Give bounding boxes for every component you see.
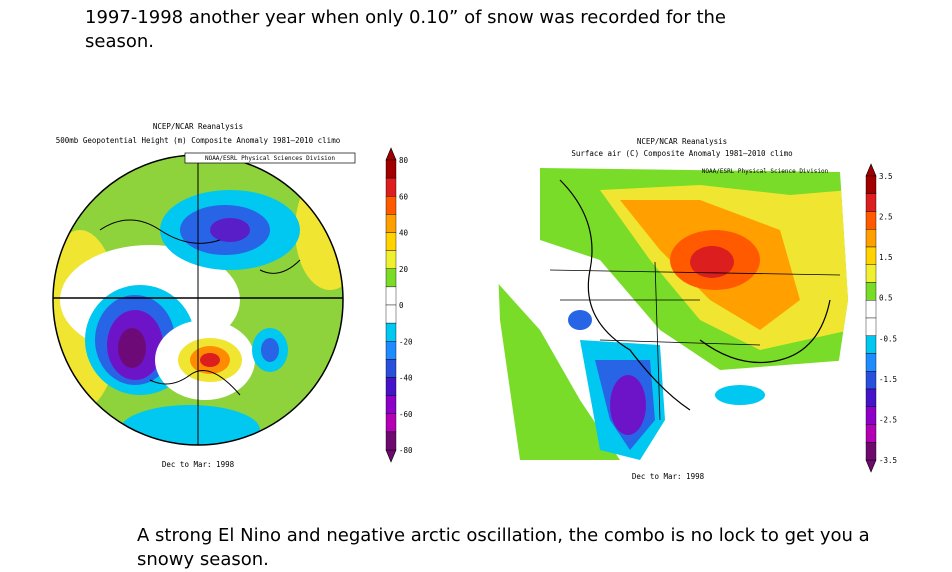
colorbar-label: 80 xyxy=(399,156,409,165)
colorbar-arrow xyxy=(865,163,877,177)
colorbar-segment xyxy=(865,353,877,372)
map-title: 500mb Geopotential Height (m) Composite … xyxy=(56,136,341,145)
colorbar: 80 60 40 20 0 -20 -40 -60 -80 xyxy=(385,147,413,463)
colorbar-segment xyxy=(385,341,397,360)
colorbar-segment xyxy=(385,177,397,197)
colorbar-arrow xyxy=(865,459,877,473)
colorbar-label: 20 xyxy=(399,265,409,274)
colorbar-segment xyxy=(865,229,877,248)
map-credit: NOAA/ESRL Physical Science Division xyxy=(702,168,829,175)
colorbar-label: 1.5 xyxy=(879,253,893,262)
map-credit: NOAA/ESRL Physical Sciences Division xyxy=(205,155,335,162)
footer: A strong El Nino and negative arctic osc… xyxy=(137,525,870,570)
colorbar-label: 40 xyxy=(399,229,409,238)
colorbar-segment xyxy=(385,214,397,233)
colorbar-segment xyxy=(865,335,877,354)
colorbar-segment xyxy=(865,388,877,407)
colorbar-segment xyxy=(865,211,877,230)
colorbar-segment xyxy=(385,232,397,251)
colorbar-segment xyxy=(385,413,397,433)
colorbar-segment xyxy=(865,246,877,265)
colorbar: 3.5 2.5 1.5 0.5 -0.5 -1.5 -2.5 -3.5 xyxy=(865,163,897,473)
colorbar-segment xyxy=(865,300,877,319)
colorbar-label: -80 xyxy=(399,446,413,455)
colorbar-arrow xyxy=(385,449,397,463)
colorbar-label: 0 xyxy=(399,301,404,310)
colorbar-segment xyxy=(385,359,397,378)
colorbar-label: -3.5 xyxy=(879,456,897,465)
heading: 1997-1998 another year when only 0.10” o… xyxy=(85,7,726,52)
colorbar-segment xyxy=(865,317,877,336)
maps: NCEP/NCAR Reanalysis 500mb Geopotential … xyxy=(52,122,897,481)
colorbar-segment xyxy=(385,304,397,324)
colorbar-segment xyxy=(865,282,877,301)
colorbar-label: 60 xyxy=(399,192,409,201)
colorbar-segment xyxy=(385,286,397,306)
map-caption: Dec to Mar: 1998 xyxy=(632,472,705,481)
colorbar-segment xyxy=(865,175,877,194)
colorbar-segment xyxy=(385,196,397,215)
colorbar-segment xyxy=(865,371,877,390)
colorbar-arrow xyxy=(385,147,397,161)
colorbar-segment xyxy=(865,264,877,283)
colorbar-label: -20 xyxy=(399,337,413,346)
colorbar-segment xyxy=(385,268,397,288)
colorbar-label: -60 xyxy=(399,410,413,419)
map-caption: Dec to Mar: 1998 xyxy=(162,460,235,469)
colorbar-label: 2.5 xyxy=(879,213,893,222)
colorbar-label: -2.5 xyxy=(879,415,897,424)
map-title: Surface air (C) Composite Anomaly 1981–2… xyxy=(571,149,793,158)
colorbar-segment xyxy=(385,395,397,414)
map-title: NCEP/NCAR Reanalysis xyxy=(637,137,727,146)
us-map xyxy=(495,168,848,460)
colorbar-label: -1.5 xyxy=(879,375,897,384)
colorbar-segment xyxy=(865,442,877,461)
colorbar-segment xyxy=(865,424,877,443)
colorbar-segment xyxy=(385,159,397,179)
colorbar-segment xyxy=(865,193,877,212)
colorbar-segment xyxy=(385,322,397,342)
colorbar-label: 3.5 xyxy=(879,172,893,181)
map-title: NCEP/NCAR Reanalysis xyxy=(153,122,243,131)
colorbar-segment xyxy=(385,431,397,451)
colorbar-label: 0.5 xyxy=(879,294,893,303)
colorbar-segment xyxy=(385,250,397,269)
colorbar-label: -40 xyxy=(399,374,413,383)
polar-map xyxy=(53,155,343,445)
colorbar-label: -0.5 xyxy=(879,334,897,343)
colorbar-segment xyxy=(385,377,397,396)
colorbar-segment xyxy=(865,406,877,425)
